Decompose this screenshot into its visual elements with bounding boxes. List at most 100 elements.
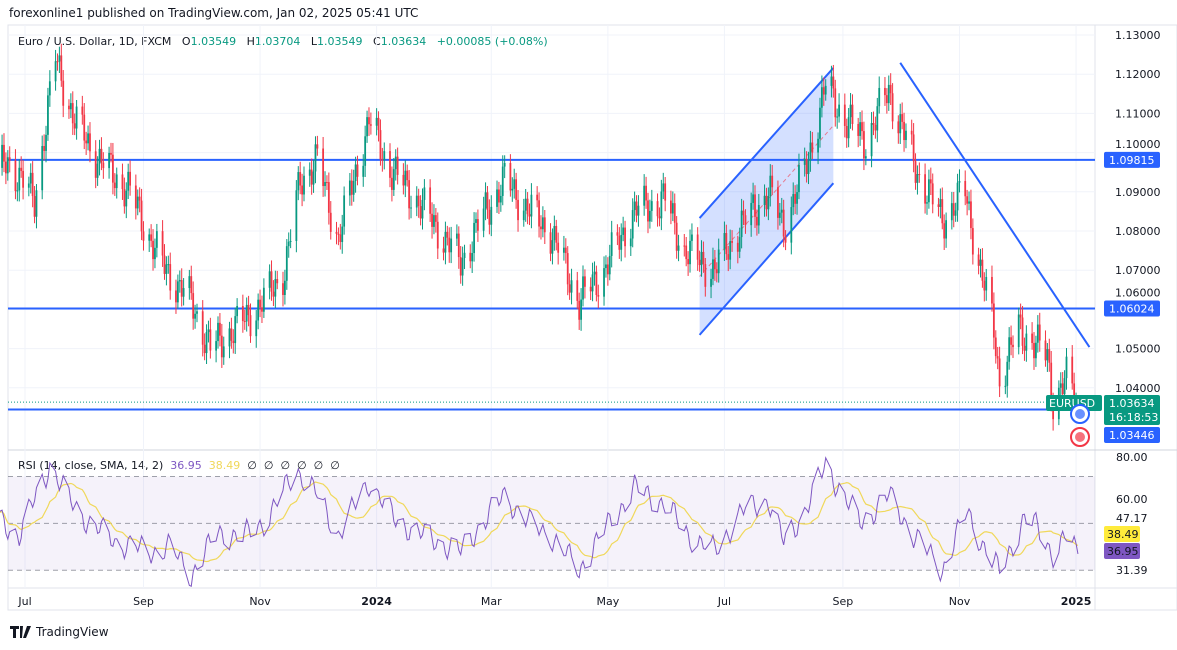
candle-body [648, 210, 651, 222]
candle-body [228, 328, 231, 347]
candle-body [584, 276, 586, 287]
candle-body [629, 238, 632, 247]
candle-body [1021, 317, 1024, 346]
candle-body [381, 159, 384, 161]
candle-body [541, 217, 544, 230]
candle-body [94, 151, 97, 178]
candle-body [992, 303, 995, 338]
candle-body [878, 87, 881, 107]
candle-body [322, 148, 325, 187]
candle-body [247, 304, 250, 316]
candle-body [994, 337, 997, 357]
candle-body [234, 316, 237, 344]
price-tick-label: 1.11000 [1115, 107, 1161, 120]
candle-body [905, 130, 907, 141]
candle-body [513, 179, 516, 189]
candle-body [861, 122, 863, 132]
candle-body [471, 253, 474, 262]
candle-body [1036, 324, 1039, 343]
candle-body [182, 288, 185, 297]
candle-body [484, 192, 487, 209]
candle-body [916, 174, 919, 183]
candle-body [876, 106, 879, 131]
candle-body [169, 264, 172, 291]
candle-body [689, 240, 691, 265]
tradingview-logo[interactable]: TradingView [10, 625, 109, 639]
candle-body [966, 196, 969, 204]
candle-body [217, 322, 219, 342]
time-tick-label: 2024 [361, 595, 392, 608]
candle-body [673, 203, 676, 223]
candle-body [348, 180, 351, 196]
candle-body [1012, 344, 1014, 348]
candle-body [274, 279, 277, 297]
candle-body [968, 201, 970, 204]
candle-body [433, 215, 435, 227]
candle-body [268, 271, 271, 288]
candle-body [444, 231, 447, 253]
candle-body [796, 192, 798, 204]
candle-body [1031, 333, 1033, 343]
candle-body [536, 194, 539, 201]
candle-body [1008, 337, 1011, 362]
candle-body [794, 194, 797, 204]
candle-body [582, 276, 584, 300]
candle-body [767, 196, 770, 210]
candle-body [194, 313, 196, 319]
candle-body [838, 104, 840, 117]
low-label: L [310, 35, 318, 48]
candle-body [379, 130, 382, 160]
candle-body [834, 88, 837, 118]
time-tick-label: Jul [17, 595, 31, 608]
candle-body [538, 200, 540, 227]
candle-body [41, 146, 44, 191]
candle-body [1050, 362, 1053, 402]
candle-body [56, 61, 59, 63]
candle-body [798, 164, 800, 193]
candle-body [744, 215, 747, 226]
candle-body [631, 210, 634, 239]
candle-body [847, 117, 850, 139]
candle-body [383, 151, 386, 161]
candle-body [524, 198, 527, 211]
candle-body [150, 234, 153, 241]
candle-body [784, 236, 787, 243]
candle-body [543, 217, 546, 233]
time-tick-label: Sep [133, 595, 154, 608]
candle-body [33, 196, 36, 217]
candle-body [1017, 314, 1020, 348]
candle-body [335, 231, 338, 234]
candle-body [68, 105, 70, 110]
candle-body [343, 195, 346, 227]
rsi-value-badge-bg [1104, 543, 1140, 559]
candle-body [410, 207, 412, 209]
symbol-title[interactable]: Euro / U.S. Dollar, 1D, FXCM [18, 35, 172, 48]
candle-body [887, 84, 890, 104]
candle-body [736, 242, 739, 252]
price-tick-label: 1.04000 [1115, 382, 1161, 395]
candle-body [396, 156, 399, 175]
candle-body [389, 151, 391, 178]
candle-body [754, 194, 756, 217]
candle-body [643, 185, 646, 206]
candle-body [889, 84, 892, 94]
candle-body [511, 188, 514, 191]
candle-body [778, 212, 781, 218]
candle-body [501, 166, 504, 196]
candle-body [391, 177, 393, 190]
candle-body [576, 280, 579, 301]
candle-body [303, 175, 305, 195]
candle-body [203, 344, 206, 354]
candle-body [805, 158, 808, 175]
candle-body [98, 148, 101, 164]
candle-body [232, 340, 235, 344]
candle-body [777, 187, 779, 218]
candle-body [983, 280, 986, 291]
channel-lower-line [698, 182, 835, 336]
candle-body [939, 199, 942, 207]
candle-body [540, 226, 542, 230]
candle-body [1, 144, 3, 168]
time-tick-label: Nov [249, 595, 271, 608]
candle-body [121, 174, 124, 190]
